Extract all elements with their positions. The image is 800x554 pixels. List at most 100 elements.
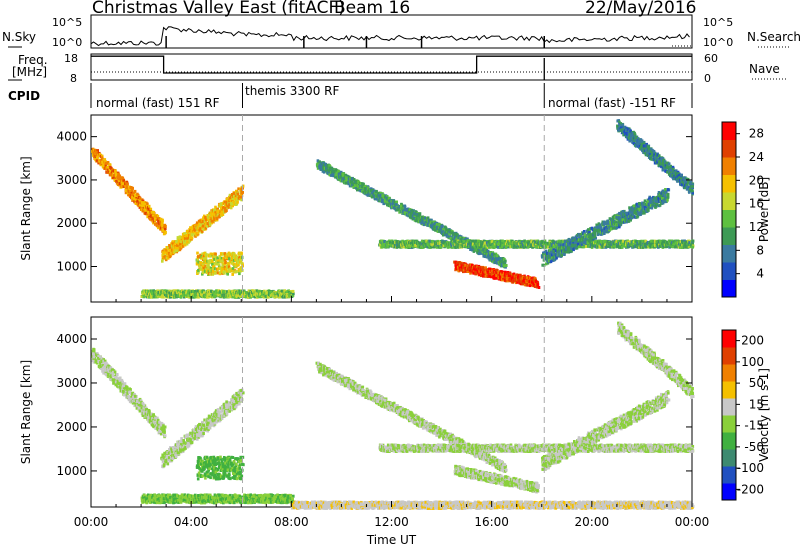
power-ytick-label-0: 1000 [56, 260, 87, 274]
nsky-tick-high: 10^5 [52, 16, 83, 29]
power-echo-region-0 [91, 147, 167, 236]
power-ytick-label-2: 3000 [56, 173, 87, 187]
nave-tick-low: 0 [704, 72, 711, 85]
nave-tick-high: 60 [704, 52, 718, 65]
xlabel: Time UT [366, 533, 417, 547]
power-colorbar-band-2 [722, 244, 736, 263]
velocity-cbtick-label-1: 100 [741, 355, 764, 369]
velocity-cbtick-label-6: -100 [737, 461, 764, 475]
freq-panel-frame [90, 53, 693, 81]
nsearch-label: N.Search [747, 30, 800, 44]
velocity-ylabel: Slant Range [km] [19, 360, 33, 464]
xtick-label-2: 08:00 [274, 515, 309, 529]
velocity-colorbar-band-8 [722, 347, 736, 365]
velocity-echo-region-8 [541, 390, 671, 471]
power-echo-region-6 [378, 239, 695, 249]
power-ytick-label-1: 2000 [56, 216, 87, 230]
power-echo-region-3 [140, 289, 295, 299]
velocity-colorbar-band-9 [722, 330, 736, 348]
cpid-segment-3: normal (fast) -151 RF [548, 96, 676, 110]
power-cbtick-label-2: 12 [749, 220, 764, 234]
power-colorbar-band-6 [722, 174, 736, 193]
xtick-label-4: 16:00 [474, 515, 509, 529]
velocity-echo-region-0 [91, 347, 167, 439]
velocity-colorbar-band-0 [722, 483, 736, 501]
velocity-colorbar-frame [721, 329, 737, 501]
velocity-ytick-label-3: 4000 [56, 332, 87, 346]
xtick-label-0: 00:00 [74, 515, 109, 529]
power-cbtick-label-4: 20 [749, 173, 764, 187]
power-cbtick-label-0: 4 [756, 267, 764, 281]
nsky-trace [90, 26, 690, 47]
velocity-echo-region-1 [160, 388, 245, 469]
nsearch-tick-high: 10^5 [703, 16, 734, 29]
nsky-label: N.Sky [2, 30, 37, 44]
power-colorbar-band-8 [722, 139, 736, 158]
power-cbtick-label-3: 16 [749, 197, 764, 211]
xtick-label-1: 04:00 [174, 515, 209, 529]
power-echo-region-2 [195, 251, 244, 276]
xtick-label-6: 00:00 [675, 515, 710, 529]
velocity-ytick-label-0: 1000 [56, 464, 87, 478]
freq-trace [91, 55, 692, 74]
power-ylabel: Slant Range [km] [19, 156, 33, 260]
chart-title: Christmas Valley East (fitACF) [92, 0, 345, 18]
freq-unit-label: [MHz] [12, 65, 48, 79]
velocity-cbtick-label-4: -15 [744, 419, 764, 433]
velocity-cbtick-label-2: 50 [749, 376, 764, 390]
nave-label: Nave [749, 62, 780, 76]
velocity-colorbar-band-5 [722, 398, 736, 416]
freq-tick-low: 8 [70, 72, 77, 85]
velocity-cbtick-label-5: -50 [744, 440, 764, 454]
velocity-colorbar-band-7 [722, 364, 736, 382]
velocity-panel-frame [90, 316, 693, 508]
power-colorbar-band-9 [722, 122, 736, 140]
nsky-tick-low: 10^0 [52, 36, 83, 49]
velocity-cbtick-label-3: 15 [749, 397, 764, 411]
velocity-cbtick-label-7: -200 [737, 482, 764, 496]
velocity-colorbar-band-6 [722, 381, 736, 399]
power-colorbar-label: Power [dB] [757, 177, 771, 242]
xtick-label-3: 12:00 [374, 515, 409, 529]
cpid-segment-1: normal (fast) 151 RF [96, 96, 220, 110]
velocity-echo-region-3 [140, 493, 295, 505]
power-colorbar-band-4 [722, 209, 736, 228]
nsearch-tick-low: 10^0 [703, 36, 734, 49]
velocity-ytick-label-2: 3000 [56, 376, 87, 390]
power-cbtick-label-5: 24 [749, 150, 764, 164]
freq-label: Freq. [18, 53, 48, 67]
power-ytick-label-3: 4000 [56, 130, 87, 144]
velocity-colorbar-band-4 [722, 415, 736, 433]
cpid-label: CPID [8, 89, 41, 103]
power-cbtick-label-1: 8 [756, 243, 764, 257]
velocity-colorbar-band-3 [722, 432, 736, 450]
power-colorbar-band-7 [722, 157, 736, 175]
velocity-cbtick-label-0: 200 [741, 334, 764, 348]
velocity-echo-region-2 [195, 455, 245, 481]
cpid-segment-2: themis 3300 RF [245, 84, 340, 98]
power-heatmap [91, 119, 695, 299]
power-colorbar-frame [721, 121, 737, 298]
power-colorbar-band-0 [722, 279, 736, 298]
power-echo-region-1 [161, 184, 245, 263]
velocity-heatmap [91, 321, 695, 510]
power-colorbar-band-5 [722, 192, 736, 210]
velocity-ytick-label-1: 2000 [56, 420, 87, 434]
power-colorbar-band-3 [722, 227, 736, 245]
velocity-echo-region-5 [453, 464, 540, 494]
power-colorbar-band-1 [722, 262, 736, 280]
velocity-colorbar-label: Velocity [m s-1] [757, 368, 771, 462]
beam-label: Beam 16 [334, 0, 411, 18]
power-echo-region-5 [453, 260, 541, 289]
xtick-label-5: 20:00 [575, 515, 610, 529]
velocity-echo-region-7 [290, 500, 695, 510]
velocity-echo-region-6 [378, 443, 695, 453]
velocity-colorbar-band-1 [722, 466, 736, 484]
power-cbtick-label-6: 28 [749, 127, 764, 141]
velocity-echo-region-4 [315, 361, 508, 473]
date-label: 22/May/2016 [585, 0, 697, 18]
power-echo-region-7 [540, 188, 671, 267]
nsky-panel-frame [90, 14, 693, 49]
velocity-colorbar-band-2 [722, 449, 736, 467]
